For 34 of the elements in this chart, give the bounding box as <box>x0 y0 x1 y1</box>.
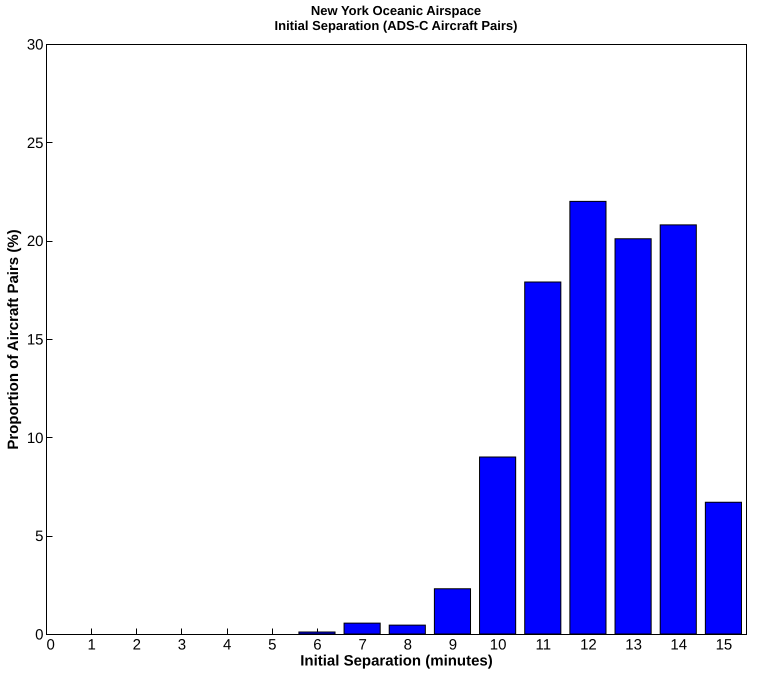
x-tick-label: 10 <box>490 636 506 654</box>
y-tick-label: 15 <box>26 332 44 348</box>
bar <box>479 456 516 634</box>
x-tick-label: 2 <box>132 636 141 654</box>
x-tick-label: 8 <box>404 636 412 654</box>
x-tick-label: 12 <box>580 636 597 654</box>
bar <box>660 224 697 634</box>
x-tick-label: 1 <box>87 636 96 654</box>
x-tick-label: 15 <box>716 636 732 654</box>
y-axis-title: Proportion of Aircraft Pairs (%) <box>4 229 22 450</box>
bar <box>704 502 742 634</box>
y-tick-label: 25 <box>26 134 44 152</box>
y-tick-label: 5 <box>35 528 44 546</box>
x-tick-label: 9 <box>448 636 458 654</box>
y-tick-label: 30 <box>26 36 44 54</box>
bar <box>569 200 606 634</box>
bar <box>524 281 562 634</box>
y-tick-label: 10 <box>26 430 44 447</box>
x-axis-title: Initial Separation (minutes) <box>300 652 493 670</box>
y-tick-label: 20 <box>26 233 44 250</box>
x-tick-label: 6 <box>313 636 322 654</box>
bar <box>434 588 472 634</box>
bar <box>614 238 652 634</box>
bar <box>388 624 426 634</box>
x-tick-label: 4 <box>222 636 232 654</box>
x-tick-label: 5 <box>268 636 276 654</box>
x-tick-label: 13 <box>625 636 642 654</box>
x-tick-label: 0 <box>46 636 55 654</box>
x-tick-label: 7 <box>358 636 367 654</box>
x-tick-label: 11 <box>535 636 552 654</box>
bar <box>344 622 381 634</box>
x-tick-label: 14 <box>670 636 688 654</box>
x-tick-label: 3 <box>178 636 186 654</box>
chart-title: New York Oceanic Airspace Initial Separation (ADS-C Aircraft Pairs) <box>274 3 518 33</box>
